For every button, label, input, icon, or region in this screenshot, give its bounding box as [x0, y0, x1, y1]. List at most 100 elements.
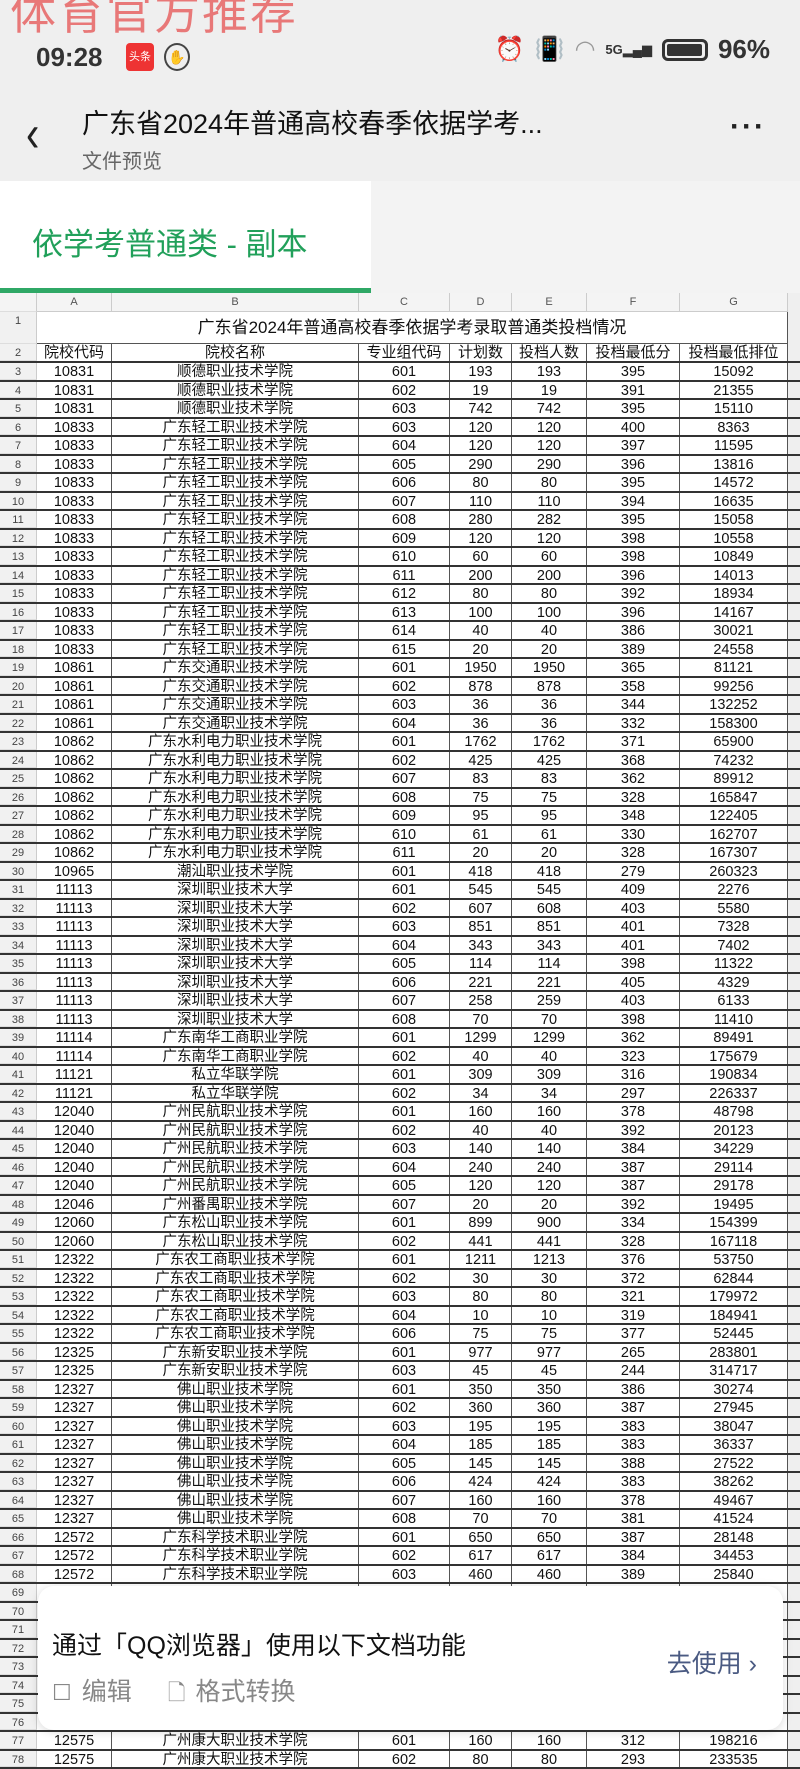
school-code-cell[interactable]: 12327	[37, 1418, 112, 1435]
school-name-cell[interactable]: 广州康大职业技术学院	[112, 1751, 359, 1768]
admitted-count-cell[interactable]: 200	[512, 567, 587, 584]
admitted-count-cell[interactable]: 900	[512, 1214, 587, 1231]
admitted-count-cell[interactable]: 95	[512, 807, 587, 824]
admitted-count-cell[interactable]: 80	[512, 1751, 587, 1768]
plan-count-cell[interactable]: 607	[450, 900, 512, 917]
plan-count-cell[interactable]: 160	[450, 1732, 512, 1749]
admitted-count-cell[interactable]: 140	[512, 1140, 587, 1157]
school-code-cell[interactable]: 12040	[37, 1159, 112, 1176]
group-code-cell[interactable]: 604	[359, 437, 450, 454]
min-rank-cell[interactable]: 27522	[680, 1455, 788, 1472]
sheet-tab-active[interactable]: 依学考普通类 - 副本	[0, 181, 371, 293]
group-code-cell[interactable]: 606	[359, 474, 450, 491]
row-number[interactable]: 57	[0, 1362, 37, 1379]
plan-count-cell[interactable]: 851	[450, 918, 512, 935]
header-cell[interactable]: 院校代码	[37, 344, 112, 361]
admitted-count-cell[interactable]: 20	[512, 1196, 587, 1213]
school-code-cell[interactable]: 11113	[37, 900, 112, 917]
row-number[interactable]: 8	[0, 456, 37, 473]
group-code-cell[interactable]: 609	[359, 807, 450, 824]
min-rank-cell[interactable]: 62844	[680, 1270, 788, 1287]
school-code-cell[interactable]: 10833	[37, 567, 112, 584]
plan-count-cell[interactable]: 40	[450, 1048, 512, 1065]
school-code-cell[interactable]: 12040	[37, 1122, 112, 1139]
more-options-icon[interactable]: ···	[730, 110, 766, 144]
school-name-cell[interactable]: 潮汕职业技术学院	[112, 863, 359, 880]
admitted-count-cell[interactable]: 61	[512, 826, 587, 843]
min-rank-cell[interactable]: 16635	[680, 493, 788, 510]
school-code-cell[interactable]: 12060	[37, 1233, 112, 1250]
row-number[interactable]: 9	[0, 474, 37, 491]
min-score-cell[interactable]: 398	[587, 955, 680, 972]
school-name-cell[interactable]: 广东水利电力职业技术学院	[112, 826, 359, 843]
school-code-cell[interactable]: 10861	[37, 678, 112, 695]
plan-count-cell[interactable]: 185	[450, 1436, 512, 1453]
school-code-cell[interactable]: 10833	[37, 493, 112, 510]
school-code-cell[interactable]: 10833	[37, 604, 112, 621]
admitted-count-cell[interactable]: 1213	[512, 1251, 587, 1268]
column-header[interactable]: F	[587, 293, 680, 312]
plan-count-cell[interactable]: 617	[450, 1547, 512, 1564]
admitted-count-cell[interactable]: 195	[512, 1418, 587, 1435]
min-score-cell[interactable]: 372	[587, 1270, 680, 1287]
plan-count-cell[interactable]: 650	[450, 1529, 512, 1546]
row-number[interactable]: 17	[0, 622, 37, 639]
group-code-cell[interactable]: 603	[359, 1140, 450, 1157]
min-rank-cell[interactable]: 11410	[680, 1011, 788, 1028]
row-number[interactable]: 58	[0, 1381, 37, 1398]
row-number[interactable]: 36	[0, 974, 37, 991]
admitted-count-cell[interactable]: 34	[512, 1085, 587, 1102]
group-code-cell[interactable]: 603	[359, 419, 450, 436]
admitted-count-cell[interactable]: 160	[512, 1103, 587, 1120]
min-rank-cell[interactable]: 74232	[680, 752, 788, 769]
admitted-count-cell[interactable]: 1299	[512, 1029, 587, 1046]
plan-count-cell[interactable]: 145	[450, 1455, 512, 1472]
plan-count-cell[interactable]: 30	[450, 1270, 512, 1287]
group-code-cell[interactable]: 602	[359, 1547, 450, 1564]
admitted-count-cell[interactable]: 120	[512, 530, 587, 547]
min-score-cell[interactable]: 397	[587, 437, 680, 454]
min-rank-cell[interactable]: 158300	[680, 715, 788, 732]
school-code-cell[interactable]: 10833	[37, 548, 112, 565]
row-number[interactable]: 77	[0, 1732, 37, 1749]
min-rank-cell[interactable]: 36337	[680, 1436, 788, 1453]
plan-count-cell[interactable]: 140	[450, 1140, 512, 1157]
header-cell[interactable]: 投档人数	[512, 344, 587, 361]
table-title[interactable]: 广东省2024年普通高校春季依据学考录取普通类投档情况	[37, 312, 788, 344]
go-use-button[interactable]: 去使用 ›	[667, 1644, 757, 1680]
school-name-cell[interactable]: 广州康大职业技术学院	[112, 1732, 359, 1749]
group-code-cell[interactable]: 602	[359, 1270, 450, 1287]
school-code-cell[interactable]: 10861	[37, 715, 112, 732]
school-name-cell[interactable]: 广东南华工商职业学院	[112, 1048, 359, 1065]
min-score-cell[interactable]: 396	[587, 604, 680, 621]
row-number[interactable]: 22	[0, 715, 37, 732]
row-number[interactable]: 78	[0, 1751, 37, 1768]
school-name-cell[interactable]: 佛山职业技术学院	[112, 1492, 359, 1509]
plan-count-cell[interactable]: 221	[450, 974, 512, 991]
admitted-count-cell[interactable]: 977	[512, 1344, 587, 1361]
school-name-cell[interactable]: 广东水利电力职业技术学院	[112, 789, 359, 806]
plan-count-cell[interactable]: 290	[450, 456, 512, 473]
min-score-cell[interactable]: 332	[587, 715, 680, 732]
plan-count-cell[interactable]: 75	[450, 1325, 512, 1342]
min-rank-cell[interactable]: 14572	[680, 474, 788, 491]
admitted-count-cell[interactable]: 1950	[512, 659, 587, 676]
school-code-cell[interactable]: 12572	[37, 1566, 112, 1583]
plan-count-cell[interactable]: 360	[450, 1399, 512, 1416]
school-name-cell[interactable]: 深圳职业技术大学	[112, 937, 359, 954]
school-code-cell[interactable]: 12060	[37, 1214, 112, 1231]
group-code-cell[interactable]: 601	[359, 1029, 450, 1046]
school-name-cell[interactable]: 佛山职业技术学院	[112, 1473, 359, 1490]
school-name-cell[interactable]: 深圳职业技术大学	[112, 881, 359, 898]
plan-count-cell[interactable]: 40	[450, 1122, 512, 1139]
school-name-cell[interactable]: 深圳职业技术大学	[112, 1011, 359, 1028]
min-score-cell[interactable]: 387	[587, 1399, 680, 1416]
min-rank-cell[interactable]: 15058	[680, 511, 788, 528]
school-code-cell[interactable]: 12572	[37, 1547, 112, 1564]
row-number[interactable]: 54	[0, 1307, 37, 1324]
column-header[interactable]: A	[37, 293, 112, 312]
group-code-cell[interactable]: 604	[359, 715, 450, 732]
plan-count-cell[interactable]: 878	[450, 678, 512, 695]
min-score-cell[interactable]: 293	[587, 1751, 680, 1768]
row-number[interactable]: 48	[0, 1196, 37, 1213]
